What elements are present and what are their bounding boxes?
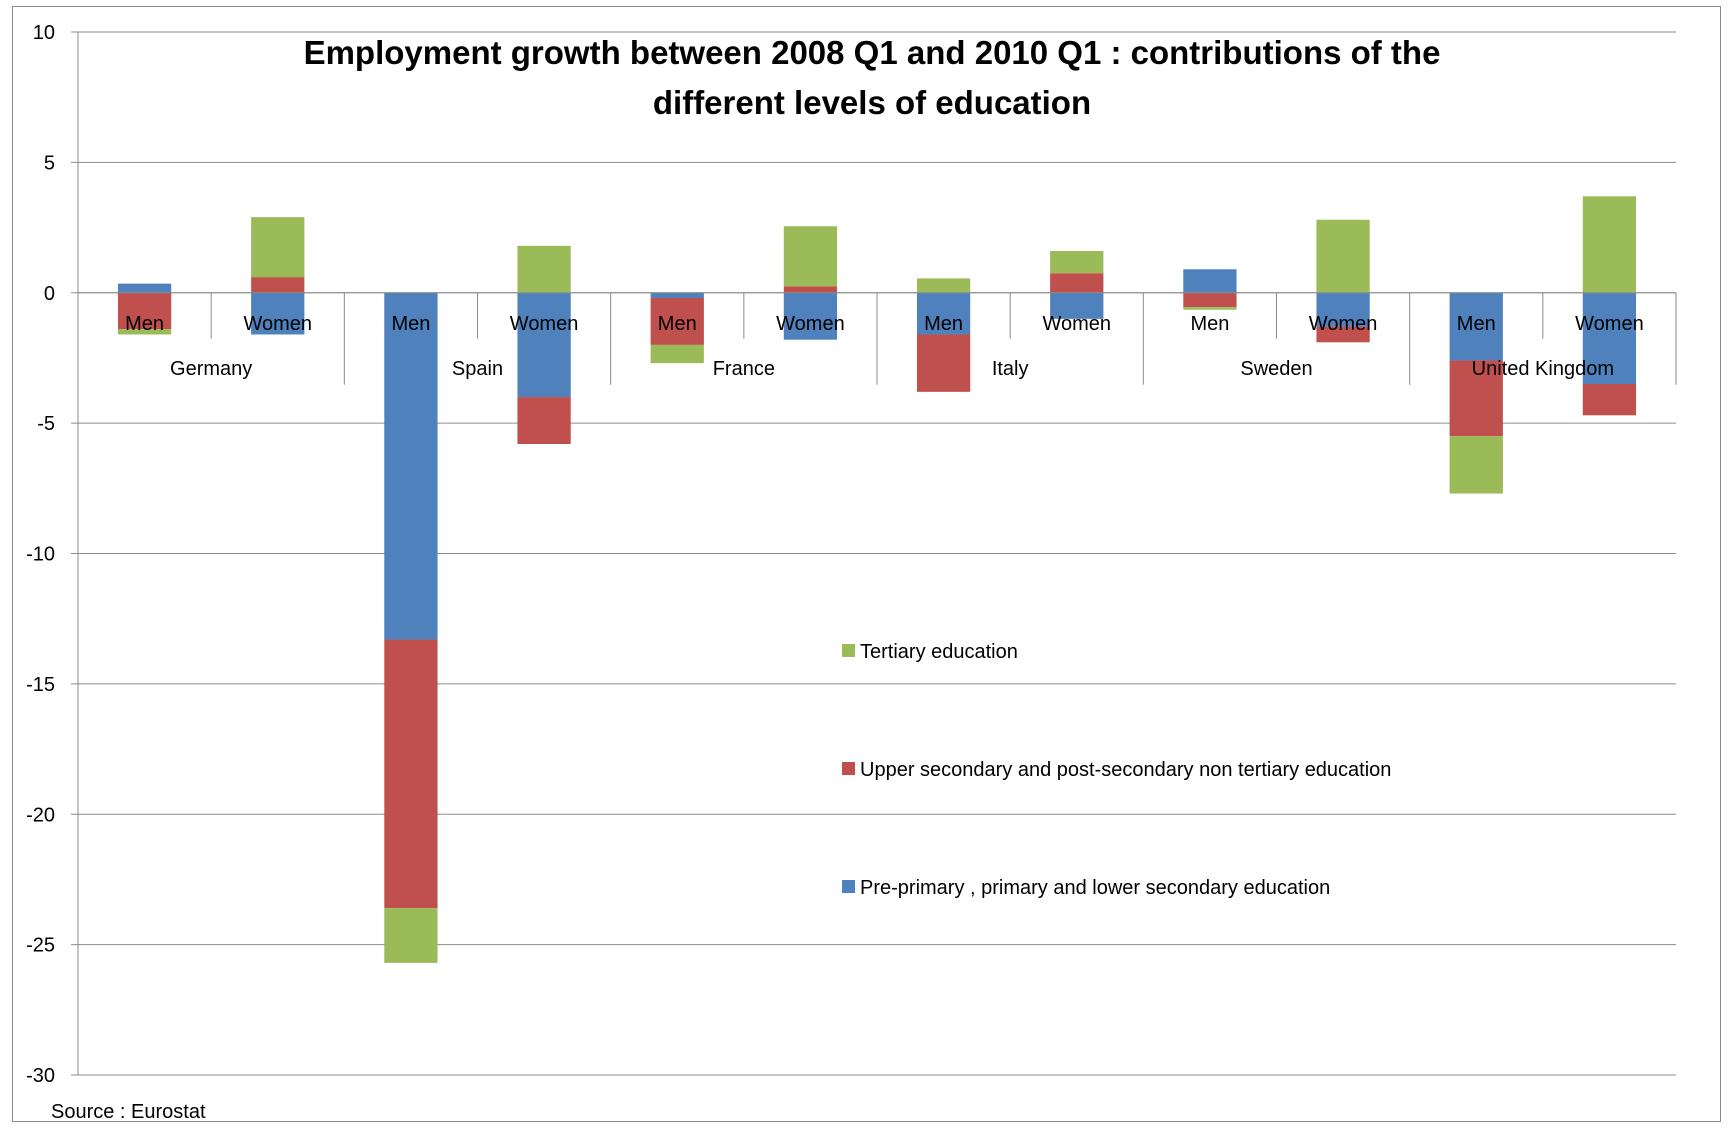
y-tick-label: -10 <box>26 544 55 566</box>
y-tick-label: -20 <box>26 804 55 826</box>
category-label: Men <box>924 313 963 335</box>
group-label: Italy <box>992 358 1029 380</box>
category-label: Women <box>1575 313 1644 335</box>
y-tick-label: 10 <box>33 22 55 44</box>
y-tick-label: -30 <box>26 1065 55 1087</box>
bar-segment-2 <box>1316 326 1370 343</box>
legend-label: Tertiary education <box>860 641 1018 663</box>
bar-segment-3 <box>517 245 571 293</box>
bar-segment-2 <box>650 297 704 345</box>
bar-segment-3 <box>251 217 305 278</box>
bar-segment-1 <box>916 292 971 335</box>
legend-label: Upper secondary and post-secondary non t… <box>860 759 1391 781</box>
bar-segment-2 <box>117 292 172 330</box>
bar-segment-3 <box>1449 436 1503 494</box>
bar-segment-2 <box>783 286 838 293</box>
y-tick-label: -25 <box>26 935 55 957</box>
bar-segment-1 <box>1050 292 1104 319</box>
bar-segment-2 <box>1050 273 1104 293</box>
legend-swatch <box>842 644 855 657</box>
bar-segment-2 <box>1183 292 1237 308</box>
y-tick-label: 5 <box>44 152 55 174</box>
gridlines <box>71 31 1676 1076</box>
bar-segment-2 <box>517 397 571 444</box>
category-label: Men <box>125 313 164 335</box>
category-label: Women <box>1309 313 1378 335</box>
legend: Tertiary education Upper secondary and po… <box>842 641 1391 899</box>
chart-frame <box>12 6 1721 1122</box>
category-label: Men <box>1190 313 1229 335</box>
bar-segment-1 <box>1582 292 1637 385</box>
category-label: Men <box>1457 313 1496 335</box>
axes <box>77 32 1677 1075</box>
bar-segment-2 <box>1449 360 1503 437</box>
bar-segment-2 <box>916 334 971 392</box>
bar-segment-3 <box>1316 219 1370 293</box>
bar-segment-1 <box>1183 269 1237 293</box>
bar-segment-2 <box>1582 384 1637 416</box>
category-label: Women <box>510 313 579 335</box>
legend-swatch <box>842 880 855 893</box>
bar-segment-2 <box>251 277 305 293</box>
category-label: Women <box>776 313 845 335</box>
category-label: Men <box>658 313 697 335</box>
bar-segment-3 <box>783 226 838 287</box>
bar-segment-1 <box>384 292 438 640</box>
category-label: Women <box>1042 313 1111 335</box>
chart-title-line-1: Employment growth between 2008 Q1 and 20… <box>304 34 1441 71</box>
y-tick-label: -15 <box>26 674 55 696</box>
y-tick-label: 0 <box>44 283 55 305</box>
bar-segment-3 <box>117 329 172 335</box>
category-label: Men <box>391 313 430 335</box>
bar-segment-1 <box>650 292 704 298</box>
source-note: Source : Eurostat <box>51 1101 206 1123</box>
legend-swatch <box>842 762 855 775</box>
bar-segment-1 <box>783 292 838 340</box>
y-tick-labels: 10 5 0 -5 -10 -15 -20 -25 -30 <box>26 22 55 1087</box>
group-label: Sweden <box>1240 358 1312 380</box>
bar-segment-3 <box>650 344 704 364</box>
bar-segment-3 <box>1183 307 1237 310</box>
bar-segment-1 <box>517 292 571 398</box>
bar-segment-2 <box>384 639 438 909</box>
legend-label: Pre-primary , primary and lower secondar… <box>860 877 1330 899</box>
bar-segment-3 <box>1050 251 1104 274</box>
chart-title-line-2: different levels of education <box>653 84 1091 121</box>
bar-segment-3 <box>384 908 438 963</box>
group-label: France <box>713 358 775 380</box>
bar-segment-1 <box>1316 292 1370 327</box>
group-label: United Kingdom <box>1472 358 1614 380</box>
bar-segment-1 <box>117 283 172 293</box>
category-label: Women <box>243 313 312 335</box>
bar-segment-1 <box>251 292 305 335</box>
y-tick-label: -5 <box>37 413 55 435</box>
bars <box>117 196 1637 963</box>
category-labels: Men Women Men Women Men Women Men Women Men Women… <box>125 313 1644 380</box>
bar-segment-3 <box>1582 196 1637 293</box>
bar-segment-1 <box>1449 292 1503 361</box>
group-label: Spain <box>452 358 503 380</box>
bar-segment-3 <box>916 278 971 293</box>
group-label: Germany <box>170 358 252 380</box>
